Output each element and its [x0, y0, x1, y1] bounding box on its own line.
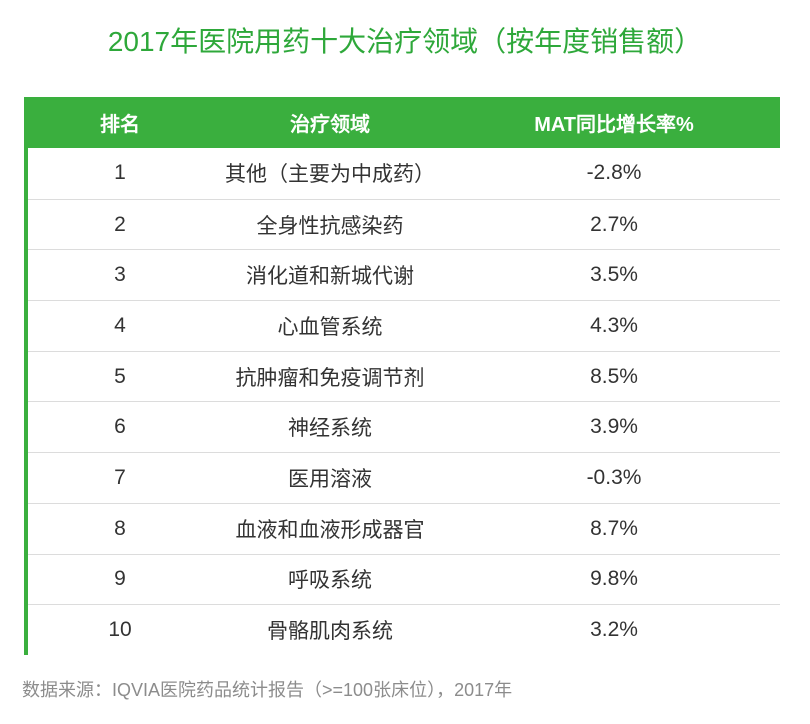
growth-rate-cell: 3.2% — [590, 618, 638, 642]
table-row: 6 神经系统 3.9% — [28, 401, 780, 453]
therapy-area-cell: 呼吸系统 — [288, 569, 372, 593]
growth-rate-cell: -2.8% — [586, 161, 642, 185]
rank-cell: 6 — [114, 415, 126, 439]
growth-rate-cell: 3.9% — [590, 415, 638, 439]
therapy-area-cell: 消化道和新城代谢 — [246, 265, 414, 289]
table-header-row: 排名 治疗领域 MAT同比增长率% — [28, 97, 780, 148]
rank-cell: 5 — [114, 364, 126, 388]
rank-cell: 8 — [114, 516, 126, 540]
table-row: 5 抗肿瘤和免疫调节剂 8.5% — [28, 350, 780, 402]
therapy-area-cell: 血液和血液形成器官 — [235, 518, 425, 542]
growth-rate-cell: -0.3% — [586, 465, 642, 489]
table-row: 2 全身性抗感染药 2.7% — [28, 198, 780, 250]
therapy-area-cell: 医用溶液 — [288, 467, 372, 491]
table-row: 3 消化道和新城代谢 3.5% — [28, 249, 780, 301]
growth-rate-cell: 3.5% — [590, 263, 638, 287]
rank-cell: 4 — [114, 313, 126, 337]
rank-cell: 7 — [114, 465, 126, 489]
growth-rate-cell: 8.5% — [590, 364, 638, 388]
table-row: 8 血液和血液形成器官 8.7% — [28, 502, 780, 554]
therapy-area-cell: 心血管系统 — [277, 315, 383, 339]
column-header-therapy-area: 治疗领域 — [290, 114, 370, 136]
growth-rate-cell: 2.7% — [590, 212, 638, 236]
rank-cell: 3 — [114, 263, 126, 287]
therapy-area-cell: 骨骼肌肉系统 — [267, 620, 393, 644]
column-header-mat-growth: MAT同比增长率% — [534, 114, 694, 136]
table-title: 2017年医院用药十大治疗领域（按年度销售额） — [107, 26, 703, 57]
growth-rate-cell: 8.7% — [590, 516, 638, 540]
therapy-area-cell: 全身性抗感染药 — [256, 214, 404, 238]
rank-cell: 1 — [114, 161, 126, 185]
column-header-rank: 排名 — [100, 114, 140, 136]
table-row: 9 呼吸系统 9.8% — [28, 553, 780, 605]
table-row: 7 医用溶液 -0.3% — [28, 452, 780, 503]
table-row: 4 心血管系统 4.3% — [28, 300, 780, 351]
table-row: 10 骨骼肌肉系统 3.2% — [28, 604, 780, 655]
table-row: 1 其他（主要为中成药） -2.8% — [28, 148, 780, 199]
table-body: 1 其他（主要为中成药） -2.8% 2 全身性抗感染药 2.7% 3 消化道和新城代谢 3.5… — [28, 148, 780, 655]
rank-cell: 9 — [114, 567, 126, 591]
therapy-area-cell: 神经系统 — [288, 417, 372, 441]
growth-rate-cell: 9.8% — [590, 567, 638, 591]
therapy-area-cell: 抗肿瘤和免疫调节剂 — [235, 366, 425, 390]
rank-cell: 10 — [108, 618, 132, 642]
rank-cell: 2 — [114, 212, 126, 236]
growth-rate-cell: 4.3% — [590, 313, 638, 337]
data-table: 排名 治疗领域 MAT同比增长率% 1 其他（主要为中成药） -2.8% 2 全身性抗感… — [24, 97, 780, 655]
therapy-area-cell: 其他（主要为中成药） — [225, 163, 435, 187]
data-source-note: 数据来源：IQVIA医院药品统计报告（>=100张床位），2017年 — [22, 680, 513, 700]
